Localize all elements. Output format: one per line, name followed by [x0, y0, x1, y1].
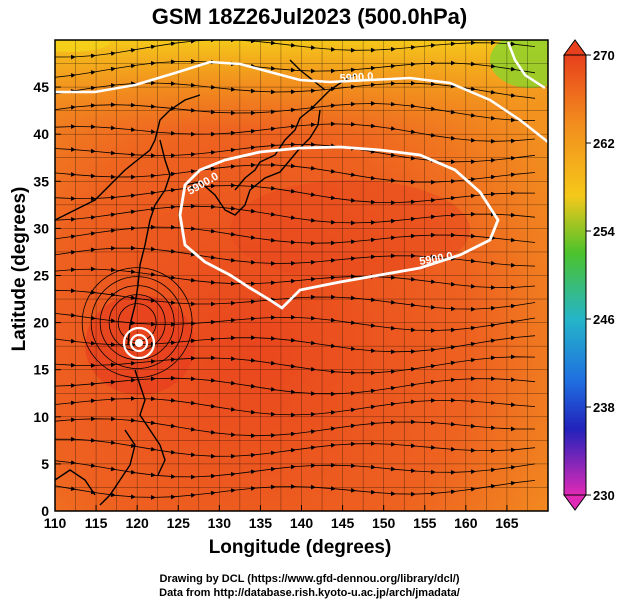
y-tick-label: 10	[33, 409, 49, 425]
colorbar-tick-label: 262	[593, 136, 615, 151]
streamline	[55, 40, 536, 60]
contour-label-north: 5900.0	[339, 71, 373, 85]
typhoon-streamline	[90, 276, 184, 370]
x-tick-label: 115	[85, 515, 108, 531]
streamline	[55, 121, 536, 144]
contour-5880	[55, 41, 548, 143]
y-tick-label: 25	[33, 268, 49, 284]
y-tick-label: 45	[33, 79, 49, 95]
contour-label-south: 5900.0	[418, 250, 453, 268]
y-tick-label: 5	[41, 456, 49, 472]
y-tick-label: 35	[33, 173, 49, 189]
streamline	[55, 80, 536, 99]
colorbar-tick-label: 270	[593, 48, 615, 63]
colorbar-tick-label: 254	[593, 224, 615, 239]
x-tick-label: 160	[454, 515, 478, 531]
streamline	[55, 101, 536, 123]
streamline	[55, 396, 536, 418]
streamline	[55, 436, 536, 459]
colorbar-body	[563, 54, 587, 496]
x-tick-label: 150	[372, 515, 396, 531]
streamline	[55, 416, 535, 439]
x-tick-label: 125	[167, 515, 191, 531]
colorbar-tick-label: 246	[593, 312, 615, 327]
x-axis-ticks: 110 115 120 125 130 135 140 145 150 155 160 165	[44, 505, 519, 531]
streamline	[55, 224, 536, 246]
streamline	[55, 460, 536, 480]
map-field: 5900.0 5900.0 5900.0	[55, 40, 548, 511]
credit-data: Data from http://database.rish.kyoto-u.a…	[159, 587, 460, 599]
x-tick-label: 145	[331, 515, 355, 531]
grid-lines	[55, 40, 548, 511]
streamline	[55, 480, 536, 500]
y-axis-ticks: 0 5 10 15 20 25 30 35 40 45	[33, 79, 61, 519]
y-tick-label: 0	[41, 503, 49, 519]
x-tick-label: 135	[249, 515, 273, 531]
y-tick-label: 20	[33, 315, 49, 331]
streamlines	[55, 40, 536, 500]
colorbar-tick-label: 230	[593, 488, 615, 503]
x-tick-label: 130	[208, 515, 232, 531]
coastline	[55, 59, 356, 506]
x-axis-label: Longitude (degrees)	[208, 537, 392, 558]
streamline	[55, 142, 536, 165]
typhoon-center	[122, 326, 156, 360]
y-tick-label: 15	[33, 362, 49, 378]
streamline	[55, 58, 536, 78]
colorbar-tick-label: 238	[593, 400, 615, 415]
x-tick-label: 165	[495, 515, 519, 531]
streamline	[55, 335, 536, 355]
credit-dcl: Drawing by DCL (https://www.gfd-dennou.o…	[159, 573, 460, 585]
streamline	[55, 183, 536, 206]
colorbar-top-arrow	[563, 39, 587, 56]
x-tick-label: 110	[44, 515, 67, 531]
streamline	[55, 266, 536, 290]
chart-title: GSM 18Z26Jul2023 (500.0hPa)	[151, 4, 468, 29]
typhoon-streamline	[99, 285, 175, 361]
x-tick-label: 120	[125, 515, 149, 531]
y-tick-label: 40	[33, 126, 49, 142]
contour-5900	[178, 145, 500, 310]
colorbar: 270 262 254 246 238 230	[563, 39, 615, 511]
colorbar-ticks: 270 262 254 246 238 230	[586, 48, 615, 503]
streamline	[55, 375, 536, 397]
colorbar-bottom-arrow	[563, 494, 587, 511]
y-tick-label: 30	[33, 220, 49, 236]
x-tick-label: 140	[290, 515, 314, 531]
streamline	[55, 288, 536, 312]
streamline	[55, 203, 536, 226]
x-tick-label: 155	[413, 515, 437, 531]
